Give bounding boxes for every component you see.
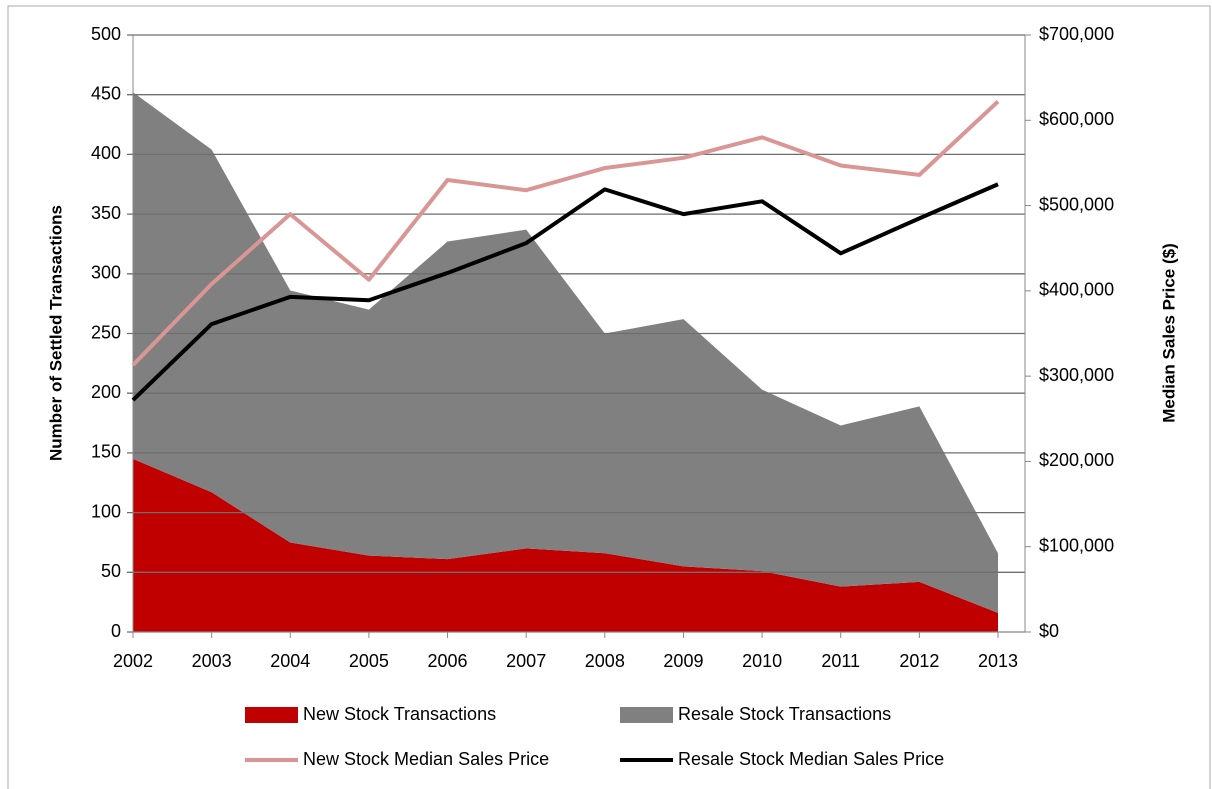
y2-tick-label: $600,000 bbox=[1039, 109, 1114, 129]
y-tick-label: 0 bbox=[111, 621, 121, 641]
y-tick-label: 500 bbox=[91, 24, 121, 44]
y-tick-label: 350 bbox=[91, 203, 121, 223]
legend-label: New Stock Transactions bbox=[303, 704, 496, 724]
y-tick-label: 450 bbox=[91, 83, 121, 103]
x-tick-label: 2004 bbox=[270, 651, 310, 671]
y-tick-label: 50 bbox=[101, 561, 121, 581]
y-tick-label: 100 bbox=[91, 501, 121, 521]
x-tick-label: 2011 bbox=[821, 651, 860, 671]
y-tick-label: 300 bbox=[91, 263, 121, 283]
x-tick-label: 2012 bbox=[899, 651, 939, 671]
y2-tick-label: $400,000 bbox=[1039, 280, 1114, 300]
y-tick-label: 250 bbox=[91, 322, 121, 342]
y2-tick-label: $500,000 bbox=[1039, 194, 1114, 214]
line bbox=[131, 100, 1000, 367]
x-tick-label: 2010 bbox=[742, 651, 782, 671]
y-axis-title: Number of Settled Transactions bbox=[46, 205, 65, 461]
line bbox=[131, 182, 999, 402]
y2-tick-label: $700,000 bbox=[1039, 24, 1114, 44]
y2-tick-label: $300,000 bbox=[1039, 365, 1114, 385]
y2-tick-label: $100,000 bbox=[1039, 535, 1114, 555]
x-tick-label: 2002 bbox=[113, 651, 153, 671]
y2-tick-label: $0 bbox=[1039, 621, 1059, 641]
y-tick-label: 150 bbox=[91, 442, 121, 462]
y2-tick-label: $200,000 bbox=[1039, 450, 1114, 470]
area bbox=[133, 92, 998, 613]
y2-axis-title: Median Sales Price ($) bbox=[1159, 243, 1178, 423]
legend-label: Resale Stock Transactions bbox=[678, 704, 891, 724]
x-tick-label: 2008 bbox=[585, 651, 625, 671]
x-tick-label: 2005 bbox=[349, 651, 389, 671]
x-tick-label: 2007 bbox=[506, 651, 546, 671]
legend-label: New Stock Median Sales Price bbox=[303, 749, 549, 769]
legend-label: Resale Stock Median Sales Price bbox=[678, 749, 944, 769]
y-tick-label: 400 bbox=[91, 143, 121, 163]
x-tick-label: 2003 bbox=[192, 651, 232, 671]
x-tick-label: 2009 bbox=[663, 651, 703, 671]
area bbox=[133, 458, 998, 632]
legend-swatch bbox=[620, 707, 673, 723]
y-tick-label: 200 bbox=[91, 382, 121, 402]
chart-border bbox=[7, 5, 1211, 789]
x-tick-label: 2013 bbox=[978, 651, 1018, 671]
legend-swatch bbox=[245, 707, 298, 723]
x-tick-label: 2006 bbox=[428, 651, 468, 671]
